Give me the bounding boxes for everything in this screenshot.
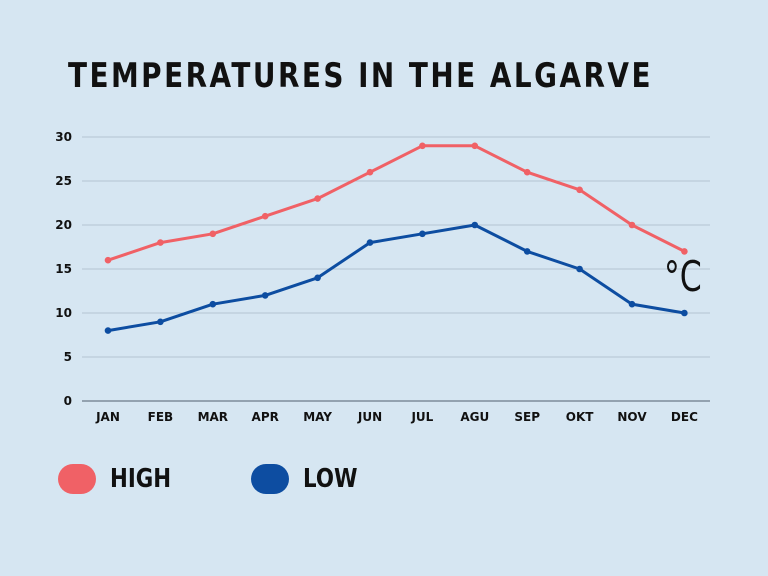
data-point-low xyxy=(261,292,269,299)
data-point-high xyxy=(157,239,164,246)
series-line-low xyxy=(106,223,686,333)
legend-item-high: HIGH xyxy=(58,464,185,494)
data-point-high xyxy=(681,248,688,255)
x-tick-label: JUL xyxy=(410,410,433,424)
x-tick-label: SEP xyxy=(514,410,540,424)
legend-label-high: HIGH xyxy=(110,464,172,494)
x-tick-label: JUN xyxy=(357,410,382,424)
data-point-low xyxy=(314,274,321,282)
data-point-low xyxy=(628,300,636,308)
x-tick-label: APR xyxy=(252,410,279,424)
legend-swatch-low xyxy=(250,464,289,494)
unit-label: °C xyxy=(664,252,702,301)
data-point-high xyxy=(471,142,479,150)
x-tick-label: FEB xyxy=(148,410,174,424)
series-line-high xyxy=(106,144,686,262)
y-tick-label: 25 xyxy=(55,174,72,188)
data-point-low xyxy=(157,318,164,326)
data-point-high xyxy=(576,186,583,194)
data-point-low xyxy=(104,327,112,334)
y-tick-label: 5 xyxy=(64,350,72,364)
x-tick-label: MAY xyxy=(303,410,332,424)
legend-item-low: LOW xyxy=(250,464,369,494)
x-tick-label: DEC xyxy=(671,410,698,424)
legend-swatch-high xyxy=(58,464,96,494)
x-tick-label: NOV xyxy=(617,410,647,424)
gridlines xyxy=(82,136,710,402)
y-tick-label: 0 xyxy=(64,394,72,408)
data-point-high xyxy=(314,195,321,202)
y-tick-label: 30 xyxy=(55,130,72,144)
data-point-low xyxy=(366,239,374,246)
data-point-high xyxy=(209,230,217,238)
chart-title: TEMPERATURES IN THE ALGARVE xyxy=(68,56,653,96)
x-tick-labels: JAN FEB MAR APR MAY JUN JUL AGU SEP OKT NOV DEC xyxy=(95,410,698,424)
data-point-low xyxy=(523,248,531,255)
legend: HIGH LOW xyxy=(58,464,435,494)
data-point-low xyxy=(209,300,217,308)
legend-label-low: LOW xyxy=(302,464,358,494)
data-point-high xyxy=(419,142,426,150)
y-tick-label: 20 xyxy=(55,218,72,232)
x-tick-label: AGU xyxy=(460,410,489,424)
x-tick-label: OKT xyxy=(566,410,595,424)
data-point-high xyxy=(104,256,112,264)
data-point-low xyxy=(681,309,688,317)
data-point-high xyxy=(628,221,636,229)
data-point-high xyxy=(261,212,269,220)
series-lines xyxy=(104,142,688,334)
data-point-low xyxy=(419,230,426,238)
x-tick-label: JAN xyxy=(95,410,120,424)
data-point-low xyxy=(576,265,583,273)
y-tick-label: 15 xyxy=(55,262,72,276)
data-point-high xyxy=(366,168,374,176)
data-point-high xyxy=(523,168,531,176)
y-tick-label: 10 xyxy=(55,306,72,320)
x-tick-label: MAR xyxy=(198,410,228,424)
data-point-low xyxy=(471,221,479,229)
y-tick-labels: 0 5 10 15 20 25 30 xyxy=(55,130,72,408)
